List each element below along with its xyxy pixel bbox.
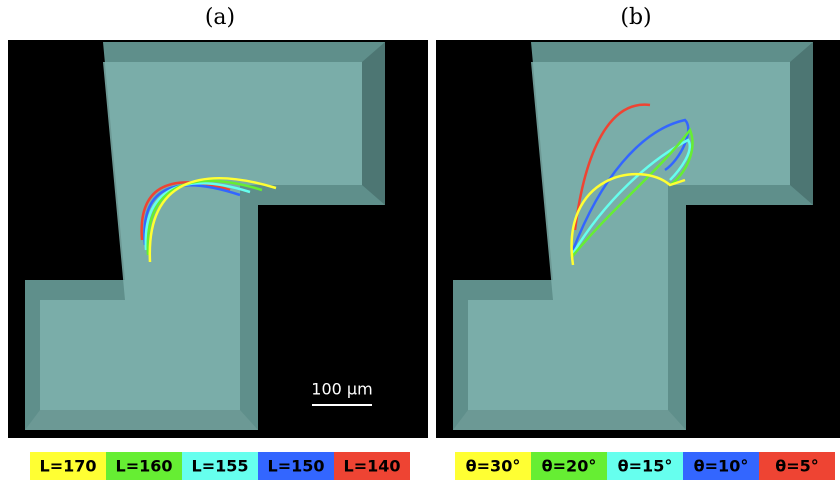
legend-label: L=155 bbox=[192, 457, 249, 476]
channel-side bbox=[453, 410, 686, 430]
legend-label: θ=10° bbox=[694, 457, 749, 476]
legend-label: L=160 bbox=[116, 457, 173, 476]
legend-label: θ=15° bbox=[618, 457, 673, 476]
legend-label: θ=30° bbox=[466, 457, 521, 476]
figure: (a) (b) 100 μm L=170 L=160 L=155 L=150 L=140… bbox=[0, 0, 840, 483]
panel-label: (a) bbox=[205, 5, 235, 30]
legend-label: θ=20° bbox=[542, 457, 597, 476]
channel-side bbox=[790, 42, 813, 205]
legend-label: L=170 bbox=[40, 457, 97, 476]
panel-a: 100 μm bbox=[8, 40, 428, 438]
legend-label: L=140 bbox=[344, 457, 401, 476]
legend-label: θ=5° bbox=[775, 457, 819, 476]
legend-label: L=150 bbox=[268, 457, 325, 476]
legends: L=170 L=160 L=155 L=150 L=140 θ=30° θ=20° θ=15°… bbox=[30, 452, 835, 480]
channel-side bbox=[25, 410, 258, 430]
scale-bar-label: 100 μm bbox=[311, 380, 372, 399]
panel-label: (b) bbox=[620, 5, 651, 30]
panel-b bbox=[436, 40, 840, 438]
channel-side bbox=[362, 42, 385, 205]
